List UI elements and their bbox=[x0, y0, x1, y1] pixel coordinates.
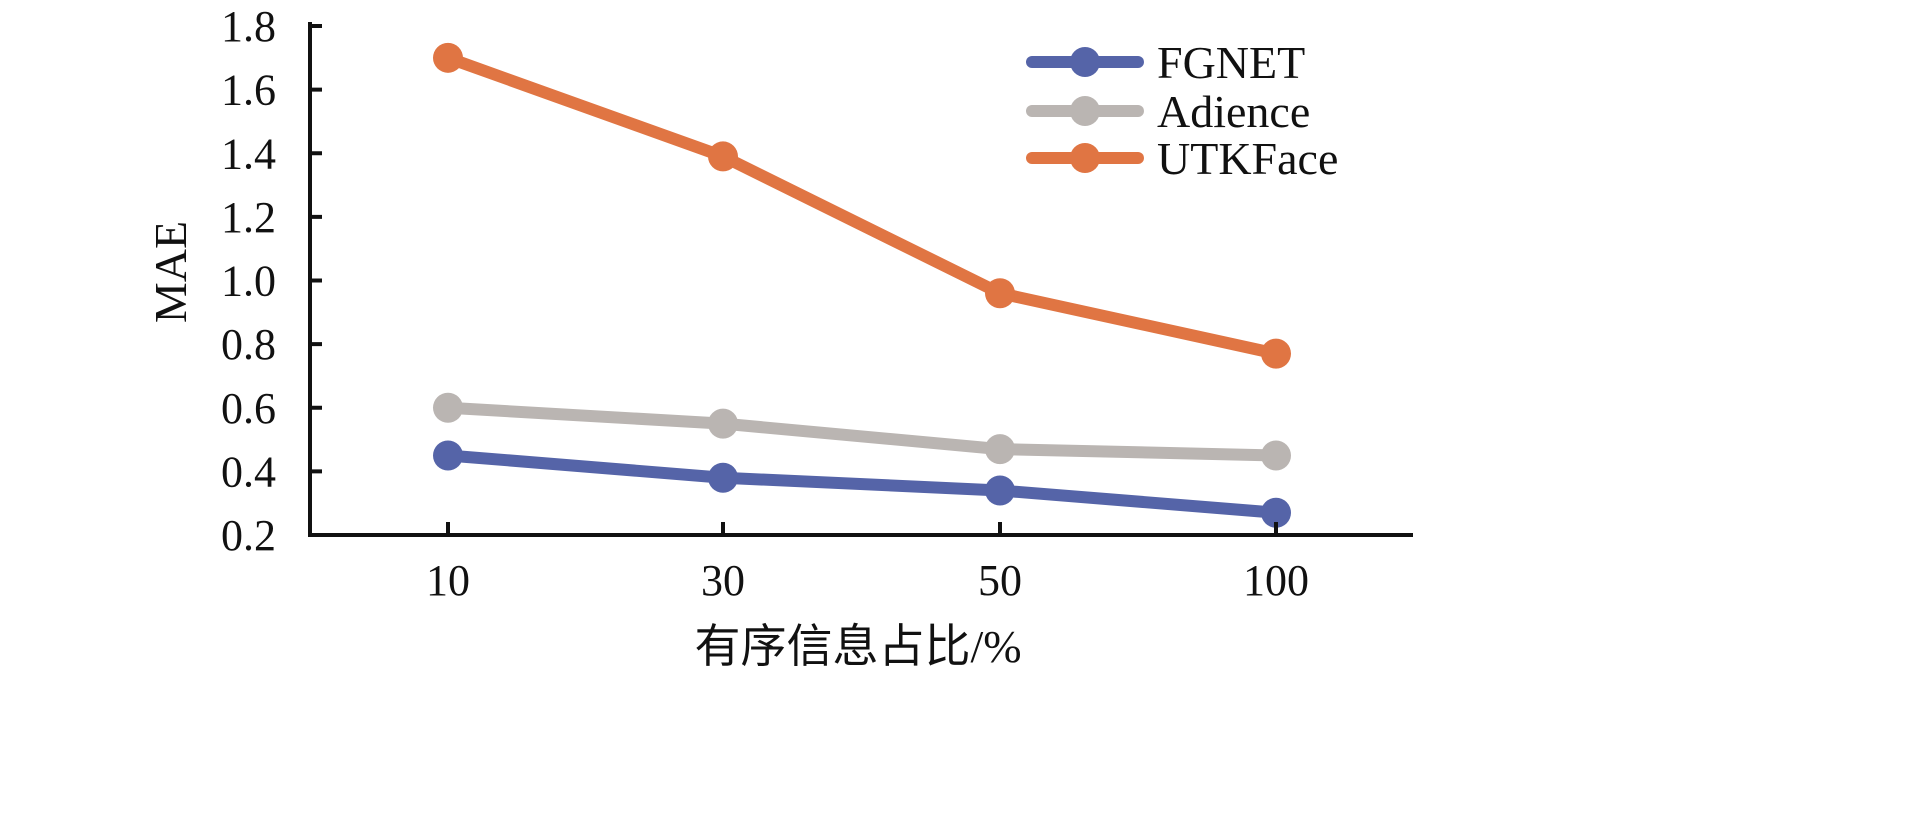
y-tick-label: 1.8 bbox=[221, 2, 276, 51]
series-line bbox=[442, 401, 1282, 462]
data-point bbox=[985, 475, 1015, 506]
x-axis-title: 有序信息占比/% bbox=[694, 621, 1021, 672]
x-tick-label: 100 bbox=[1243, 556, 1309, 605]
data-point bbox=[433, 42, 463, 73]
y-tick-label: 1.2 bbox=[221, 193, 276, 242]
data-point bbox=[708, 462, 738, 493]
x-tick-label: 50 bbox=[978, 556, 1022, 605]
data-point bbox=[985, 278, 1015, 309]
data-point bbox=[985, 434, 1015, 465]
legend-label: Adience bbox=[1157, 86, 1310, 137]
y-tick-label: 1.6 bbox=[221, 66, 276, 115]
legend-item: Adience bbox=[1026, 86, 1310, 137]
data-point bbox=[433, 392, 463, 423]
y-axis-title: MAE bbox=[145, 221, 196, 323]
series-adience bbox=[433, 392, 1291, 471]
data-point bbox=[1261, 497, 1291, 528]
y-tick-label: 0.8 bbox=[221, 320, 276, 369]
y-tick-label: 1.4 bbox=[221, 129, 276, 178]
x-tick-label: 10 bbox=[426, 556, 470, 605]
legend-label: FGNET bbox=[1157, 37, 1305, 88]
y-tick-label: 0.4 bbox=[221, 447, 276, 496]
data-point bbox=[433, 440, 463, 471]
series-line bbox=[442, 449, 1282, 519]
legend-item: UTKFace bbox=[1026, 133, 1338, 184]
data-point bbox=[1261, 440, 1291, 471]
data-point bbox=[708, 408, 738, 439]
legend-swatch-marker bbox=[1070, 96, 1100, 126]
line-chart: 0.2 0.4 0.6 0.8 1.0 1.2 1.4 1.6 1.8 10 30 50 100 MA… bbox=[145, 2, 1413, 672]
series-layer bbox=[433, 42, 1291, 528]
legend-swatch-marker bbox=[1070, 47, 1100, 77]
y-tick-label: 0.6 bbox=[221, 384, 276, 433]
y-tick-label: 1.0 bbox=[221, 257, 276, 306]
series-utkface bbox=[433, 42, 1291, 369]
data-point bbox=[708, 141, 738, 172]
y-tick-label: 0.2 bbox=[221, 511, 276, 560]
legend-label: UTKFace bbox=[1157, 133, 1338, 184]
series-fgnet bbox=[433, 440, 1291, 528]
data-point bbox=[1261, 338, 1291, 369]
x-tick-label: 30 bbox=[701, 556, 745, 605]
x-ticks: 10 30 50 100 bbox=[426, 522, 1309, 605]
legend-swatch-marker bbox=[1070, 143, 1100, 173]
series-line bbox=[442, 51, 1282, 360]
legend-item: FGNET bbox=[1026, 37, 1305, 88]
y-ticks: 0.2 0.4 0.6 0.8 1.0 1.2 1.4 1.6 1.8 bbox=[221, 2, 322, 560]
